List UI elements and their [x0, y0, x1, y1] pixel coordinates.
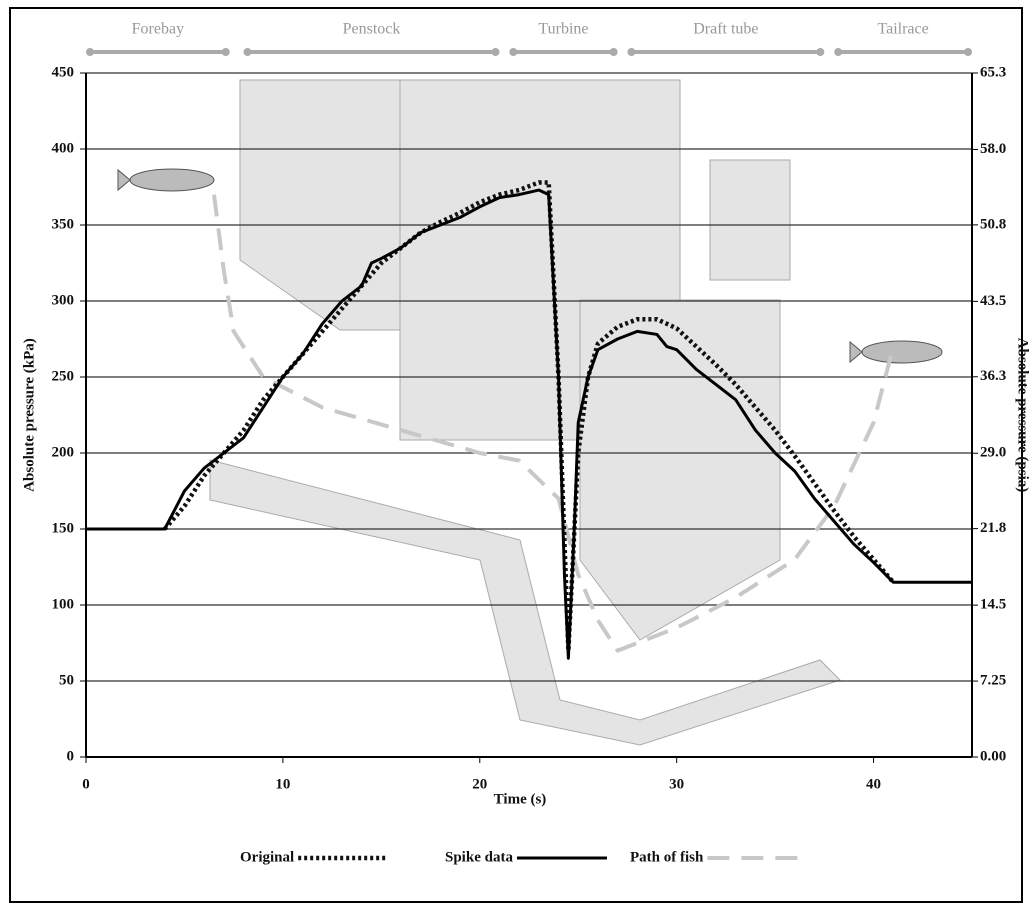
y2-tick-label: 43.5 — [980, 293, 1006, 309]
y-tick-label: 0 — [67, 748, 75, 764]
y-tick-label: 450 — [52, 64, 75, 80]
y-tick-label: 400 — [52, 140, 75, 156]
y-tick-label: 150 — [52, 520, 75, 536]
y2-tick-label: 21.8 — [980, 520, 1006, 536]
y2-tick-label: 58.0 — [980, 141, 1006, 157]
y-tick-label: 100 — [52, 596, 75, 612]
section-end — [627, 48, 635, 56]
legend-label: Path of fish — [630, 849, 704, 865]
section-end — [244, 48, 252, 56]
y2-tick-label: 36.3 — [980, 368, 1006, 384]
y2-tick-label: 65.3 — [980, 64, 1006, 80]
penstock-shape — [240, 80, 400, 330]
chart: Absolute pressure (kPa) Absolute pressur… — [0, 0, 1030, 906]
y2-axis-label: Absolute pressure (psia) — [1015, 338, 1030, 492]
y2-tick-label: 50.8 — [980, 216, 1006, 232]
gantry-shape — [710, 160, 790, 280]
y-axis-label: Absolute pressure (kPa) — [21, 338, 37, 492]
section-end — [222, 48, 230, 56]
y2-tick-label: 7.25 — [980, 672, 1006, 688]
y2-tick-label: 14.5 — [980, 597, 1006, 613]
x-axis-label: Time (s) — [494, 791, 547, 807]
legend-label: Original — [240, 849, 294, 865]
x-tick-label: 40 — [866, 776, 881, 792]
x-tick-label: 0 — [82, 776, 90, 792]
section-end — [491, 48, 499, 56]
section-end — [834, 48, 842, 56]
section-label: Forebay — [132, 21, 184, 38]
section-label: Draft tube — [693, 21, 758, 38]
y-tick-label: 350 — [52, 216, 75, 232]
section-end — [86, 48, 94, 56]
x-tick-label: 20 — [472, 776, 487, 792]
y2-tick-label: 0.00 — [980, 748, 1006, 764]
x-tick-label: 30 — [669, 776, 684, 792]
section-label: Turbine — [538, 21, 588, 38]
y2-tick-label: 29.0 — [980, 445, 1006, 461]
section-end — [964, 48, 972, 56]
legend-label: Spike data — [445, 849, 513, 865]
section-end — [816, 48, 824, 56]
section-label: Tailrace — [877, 21, 928, 38]
y-tick-label: 200 — [52, 444, 75, 460]
y-tick-label: 250 — [52, 368, 75, 384]
section-end — [509, 48, 517, 56]
section-label: Penstock — [343, 21, 401, 38]
y-tick-label: 300 — [52, 292, 75, 308]
section-end — [610, 48, 618, 56]
y-tick-label: 50 — [59, 672, 74, 688]
x-tick-label: 10 — [275, 776, 290, 792]
